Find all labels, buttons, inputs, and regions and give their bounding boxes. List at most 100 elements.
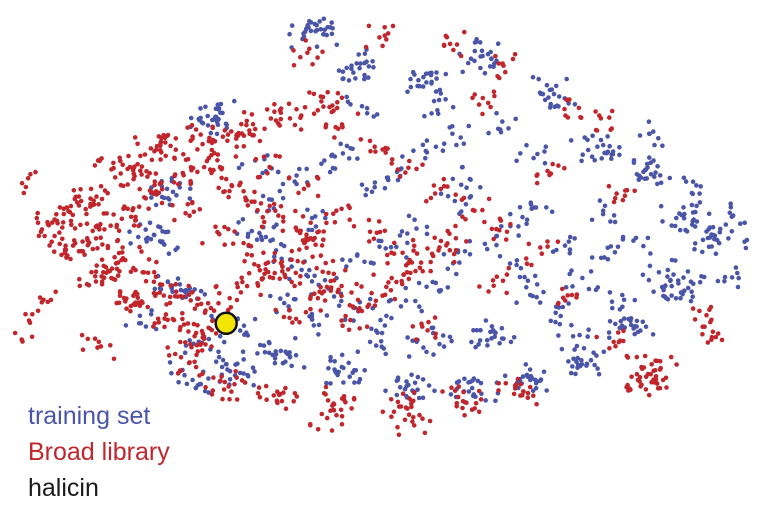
broad-library-point [123, 257, 128, 263]
broad-library-point [500, 61, 505, 66]
broad-library-point [396, 432, 402, 438]
broad-library-point [515, 376, 521, 382]
training-set-point [722, 274, 728, 280]
training-set-point [405, 335, 410, 340]
broad-library-point [335, 126, 341, 131]
broad-library-point [146, 257, 152, 262]
broad-library-point [320, 49, 325, 55]
broad-library-point [84, 221, 90, 226]
broad-library-point [139, 249, 144, 254]
broad-library-point [319, 243, 325, 248]
training-set-point [190, 377, 195, 383]
training-set-point [427, 71, 433, 76]
training-set-point [683, 179, 689, 184]
broad-library-point [411, 243, 417, 249]
broad-library-point [257, 394, 263, 400]
broad-library-point [295, 258, 301, 264]
broad-library-point [167, 294, 173, 300]
broad-library-point [115, 260, 121, 265]
broad-library-point [622, 193, 628, 198]
training-set-point [506, 126, 511, 131]
broad-library-point [407, 158, 412, 164]
training-set-point [354, 253, 360, 258]
broad-library-point [331, 108, 336, 113]
training-set-point [476, 342, 481, 347]
training-set-point [678, 296, 683, 301]
training-set-point [374, 112, 380, 117]
broad-library-point [373, 298, 379, 304]
training-set-point [438, 91, 444, 96]
training-set-point [423, 155, 428, 161]
training-set-point [450, 124, 455, 129]
training-set-point [371, 114, 377, 119]
broad-library-point [210, 388, 216, 393]
broad-library-point [611, 199, 617, 205]
training-set-point [611, 213, 617, 218]
broad-library-point [253, 156, 259, 162]
broad-library-point [219, 175, 224, 181]
training-set-point [410, 69, 416, 75]
training-set-point [556, 333, 561, 338]
training-set-point [404, 255, 409, 260]
broad-library-point [271, 201, 277, 207]
broad-library-point [99, 196, 105, 202]
broad-library-point [226, 194, 231, 200]
training-set-point [474, 328, 480, 333]
training-set-point [669, 293, 674, 298]
training-set-point [567, 234, 573, 240]
broad-library-point [382, 228, 388, 234]
training-set-point [336, 303, 342, 309]
training-set-point [462, 376, 467, 382]
broad-library-point [386, 280, 391, 285]
broad-library-point [350, 304, 356, 309]
broad-library-point [397, 174, 403, 179]
broad-library-point [539, 251, 545, 256]
broad-library-point [418, 260, 424, 265]
broad-library-point [366, 23, 372, 29]
broad-library-point [209, 392, 215, 397]
broad-library-point [115, 238, 120, 244]
training-set-point [309, 279, 315, 284]
broad-library-point [491, 236, 497, 242]
broad-library-point [594, 334, 599, 340]
broad-library-point [194, 342, 200, 348]
broad-library-point [222, 224, 227, 230]
broad-library-point [443, 33, 449, 39]
broad-library-point [209, 344, 214, 349]
broad-library-point [414, 251, 420, 256]
training-set-point [424, 80, 429, 85]
training-set-point [524, 221, 529, 227]
training-set-point [672, 223, 678, 229]
broad-library-point [334, 208, 339, 213]
broad-library-point [323, 211, 329, 217]
broad-library-point [496, 61, 502, 66]
broad-library-point [348, 317, 353, 323]
training-set-point [281, 243, 287, 249]
training-set-point [538, 377, 544, 382]
broad-library-point [267, 203, 273, 209]
broad-library-point [453, 192, 459, 197]
broad-library-point [50, 220, 55, 225]
broad-library-point [452, 259, 457, 265]
broad-library-point [359, 284, 364, 289]
broad-library-point [380, 147, 385, 152]
broad-library-point [410, 419, 415, 424]
broad-library-point [708, 304, 714, 310]
training-set-point [164, 186, 170, 192]
training-set-point [692, 224, 698, 229]
training-set-point [372, 180, 378, 185]
broad-library-point [218, 378, 223, 384]
broad-library-point [102, 227, 107, 232]
training-set-point [543, 144, 549, 149]
broad-library-point [315, 176, 321, 181]
training-set-point [344, 264, 349, 269]
training-set-point [212, 116, 217, 122]
broad-library-point [123, 299, 128, 304]
broad-library-point [154, 143, 160, 149]
broad-library-point [215, 158, 220, 163]
broad-library-point [168, 143, 173, 149]
broad-library-point [642, 353, 648, 359]
broad-library-point [297, 320, 302, 325]
broad-library-point [294, 106, 299, 112]
training-set-point [184, 381, 190, 387]
